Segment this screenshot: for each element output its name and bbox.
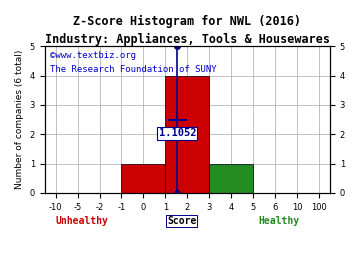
Bar — [121, 164, 165, 193]
Y-axis label: Number of companies (6 total): Number of companies (6 total) — [15, 50, 24, 189]
Text: Score: Score — [167, 216, 196, 226]
Title: Z-Score Histogram for NWL (2016)
Industry: Appliances, Tools & Housewares: Z-Score Histogram for NWL (2016) Industr… — [45, 15, 330, 46]
Text: The Research Foundation of SUNY: The Research Foundation of SUNY — [50, 65, 217, 74]
Text: ©www.textbiz.org: ©www.textbiz.org — [50, 51, 136, 60]
Bar — [165, 76, 209, 193]
Bar — [209, 164, 253, 193]
Text: Unhealthy: Unhealthy — [55, 216, 108, 226]
Text: 1.1052: 1.1052 — [159, 128, 196, 138]
Text: Healthy: Healthy — [258, 216, 299, 226]
